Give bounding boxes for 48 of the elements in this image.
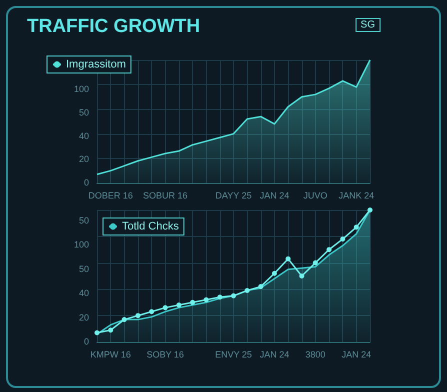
point <box>312 260 318 266</box>
x-tick-label: JUVO <box>303 190 328 200</box>
legend-label: Imgrassitom <box>66 58 126 70</box>
text: 100 <box>74 84 90 94</box>
x-tick-label: JAN 24 <box>260 190 290 200</box>
text: 50 <box>78 107 90 118</box>
point <box>258 284 264 290</box>
point <box>326 247 332 252</box>
x-tick-label: SOBUR 16 <box>142 190 188 200</box>
point <box>162 305 168 310</box>
point <box>299 274 304 278</box>
x-tick-label: DOBER 16 <box>88 190 133 200</box>
text: 50 <box>78 264 90 274</box>
chart-title: TRAFFIC GROWTH <box>27 16 200 37</box>
point <box>94 330 100 336</box>
point <box>272 270 277 276</box>
x-tick-label: JAN 24 <box>342 350 372 360</box>
x-tick-label: JAN 24 <box>260 350 290 360</box>
point <box>149 309 154 314</box>
point <box>231 293 236 298</box>
point <box>204 297 209 302</box>
x-tick-label: JANK 24 <box>338 190 374 200</box>
text: 50 <box>78 215 90 226</box>
point <box>368 208 372 212</box>
text: 20 <box>78 154 90 164</box>
point <box>108 328 114 333</box>
chart-subtitle: SG <box>360 20 376 30</box>
point <box>340 236 346 242</box>
point <box>354 224 359 230</box>
point <box>244 288 250 294</box>
point <box>122 317 127 322</box>
point <box>217 294 222 300</box>
x-tick-label: SOBY 16 <box>146 350 184 360</box>
text: 40 <box>78 130 90 141</box>
point <box>190 300 196 305</box>
x-tick-label: 3800 <box>305 350 326 360</box>
text: 0 <box>84 336 90 346</box>
text: 20 <box>78 312 90 322</box>
x-tick-label: DAYY 25 <box>215 190 252 200</box>
text: 40 <box>78 288 90 298</box>
text: 0 <box>84 178 90 188</box>
text: 100 <box>74 240 90 250</box>
legend-label: Totld Chcks <box>122 220 180 232</box>
x-tick-label: ENVY 25 <box>215 350 252 360</box>
point <box>176 302 182 308</box>
point <box>135 313 140 318</box>
x-tick-label: KMPW 16 <box>90 350 131 360</box>
point <box>286 256 291 262</box>
